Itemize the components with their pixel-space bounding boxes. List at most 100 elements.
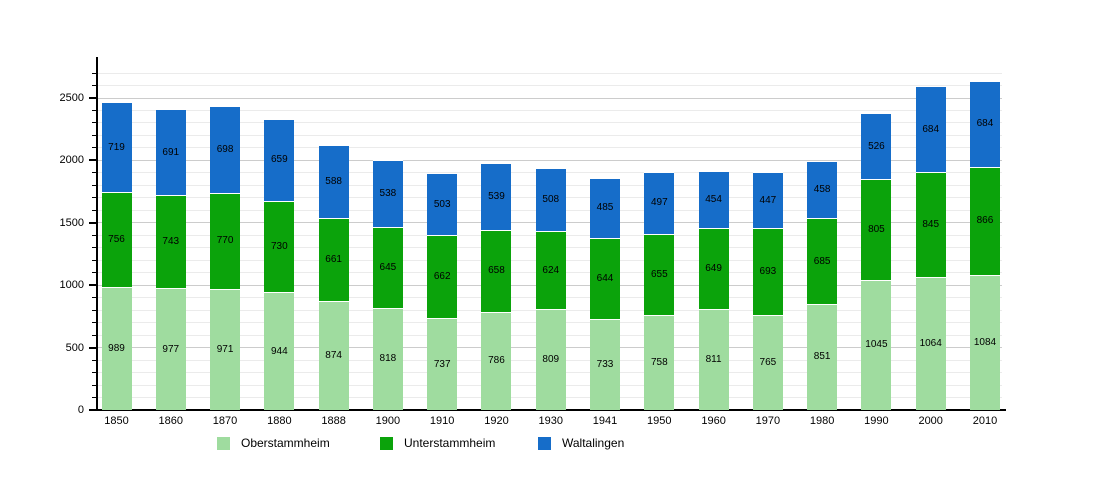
- segment-value-label: 508: [542, 193, 560, 205]
- bar-segment-oberstammheim-1920: 786: [481, 311, 512, 410]
- y-minor-tick: [92, 147, 96, 149]
- bar-segment-waltalingen-1870: 698: [210, 105, 241, 193]
- y-minor-tick: [92, 397, 96, 399]
- bar-segment-oberstammheim-1870: 971: [210, 288, 241, 410]
- bar-segment-unterstammheim-1910: 662: [427, 235, 458, 318]
- y-minor-tick: [92, 209, 96, 211]
- y-axis-tick-label: 1000: [59, 279, 84, 292]
- x-axis-tick-label: 1970: [755, 415, 781, 427]
- bar-segment-unterstammheim-1930: 624: [535, 231, 566, 310]
- y-minor-tick: [92, 297, 96, 299]
- bar-segment-oberstammheim-1930: 809: [535, 309, 566, 410]
- y-axis-tick-label: 500: [65, 341, 84, 354]
- bar-segment-oberstammheim-2010: 1084: [969, 274, 1000, 410]
- bar-segment-oberstammheim-1900: 818: [372, 307, 403, 410]
- legend-item-unterstammheim: Unterstammheim: [380, 436, 495, 450]
- bar-segment-waltalingen-2010: 684: [969, 81, 1000, 167]
- x-axis-tick-label: 1860: [158, 415, 184, 427]
- bar-segment-waltalingen-1970: 447: [752, 172, 783, 229]
- y-major-tick: [89, 97, 96, 99]
- bar-segment-unterstammheim-1880: 730: [264, 201, 295, 293]
- segment-value-label: 684: [976, 118, 994, 130]
- x-axis-tick-label: 1910: [429, 415, 455, 427]
- bar-segment-waltalingen-1888: 588: [318, 145, 349, 219]
- y-minor-tick: [92, 372, 96, 374]
- y-major-tick: [89, 159, 96, 162]
- bar-segment-waltalingen-1950: 497: [644, 171, 675, 234]
- x-axis-line: [96, 409, 1006, 411]
- x-axis-tick-label: 1990: [864, 415, 889, 427]
- segment-value-label: 503: [433, 198, 451, 210]
- segment-value-label: 662: [433, 271, 451, 283]
- segment-value-label: 684: [922, 123, 940, 135]
- segment-value-label: 685: [813, 255, 831, 267]
- segment-value-label: 658: [488, 265, 505, 277]
- x-axis-tick-label: 2000: [918, 415, 943, 427]
- bar-segment-oberstammheim-1888: 874: [318, 300, 349, 410]
- bar-segment-unterstammheim-1960: 649: [698, 227, 729, 309]
- bar-segment-oberstammheim-1850: 989: [101, 286, 132, 410]
- y-minor-tick: [92, 72, 96, 74]
- y-minor-tick: [92, 197, 96, 199]
- legend-swatch-unterstammheim: [380, 436, 393, 450]
- y-minor-tick: [92, 272, 96, 274]
- bar-segment-waltalingen-1910: 503: [427, 172, 458, 236]
- x-axis-tick-label: 1980: [809, 415, 835, 427]
- y-major-tick: [89, 346, 96, 349]
- segment-value-label: 485: [596, 202, 614, 214]
- segment-value-label: 730: [270, 241, 288, 253]
- minor-gridline: [98, 85, 1002, 87]
- segment-value-label: 719: [108, 141, 125, 153]
- bar-segment-unterstammheim-2000: 845: [915, 171, 946, 278]
- segment-value-label: 693: [759, 265, 777, 277]
- segment-value-label: 644: [596, 272, 614, 284]
- segment-value-label: 758: [650, 357, 668, 369]
- x-axis-tick-label: 1888: [321, 415, 346, 427]
- bar-segment-oberstammheim-2000: 1064: [915, 277, 946, 410]
- bar-segment-unterstammheim-1980: 685: [807, 218, 838, 304]
- y-minor-tick: [92, 334, 96, 336]
- y-minor-tick: [92, 247, 96, 249]
- bar-segment-oberstammheim-1980: 851: [807, 303, 838, 410]
- minor-gridline: [98, 72, 1002, 74]
- segment-value-label: 756: [108, 233, 125, 245]
- segment-value-label: 971: [216, 343, 234, 355]
- segment-value-label: 786: [488, 355, 505, 367]
- segment-value-label: 526: [868, 140, 885, 152]
- segment-value-label: 661: [325, 254, 342, 266]
- legend-item-oberstammheim: Oberstammheim: [217, 436, 330, 450]
- y-axis-tick-label: 1500: [59, 216, 84, 229]
- segment-value-label: 845: [922, 218, 940, 230]
- segment-value-label: 538: [379, 188, 397, 200]
- segment-value-label: 539: [488, 190, 505, 202]
- bar-segment-unterstammheim-1888: 661: [318, 218, 349, 301]
- bar-segment-waltalingen-1990: 526: [861, 113, 892, 180]
- y-axis-tick-label: 2500: [59, 92, 84, 104]
- bar-segment-oberstammheim-1941: 733: [590, 318, 621, 410]
- y-minor-tick: [92, 259, 96, 261]
- bar-segment-unterstammheim-2010: 866: [969, 166, 1000, 275]
- bar-segment-waltalingen-1900: 538: [372, 160, 403, 228]
- y-minor-tick: [92, 184, 96, 186]
- y-axis-line: [96, 57, 98, 411]
- x-axis-tick-label: 1960: [701, 415, 726, 427]
- segment-value-label: 818: [379, 353, 397, 365]
- bar-segment-oberstammheim-1970: 765: [752, 314, 783, 410]
- x-axis-tick-label: 1870: [212, 415, 238, 427]
- y-major-tick: [89, 284, 96, 287]
- segment-value-label: 1084: [973, 336, 997, 348]
- bar-segment-unterstammheim-1870: 770: [210, 192, 241, 289]
- segment-value-label: 743: [162, 236, 180, 248]
- segment-value-label: 737: [433, 358, 451, 370]
- segment-value-label: 944: [270, 345, 288, 357]
- bar-segment-oberstammheim-1950: 758: [644, 315, 675, 410]
- bar-segment-waltalingen-1930: 508: [535, 167, 566, 232]
- bar-segment-unterstammheim-1860: 743: [155, 195, 186, 289]
- legend-item-waltalingen: Waltalingen: [538, 436, 624, 450]
- segment-value-label: 866: [976, 215, 994, 227]
- segment-value-label: 454: [705, 193, 722, 205]
- segment-value-label: 733: [596, 358, 614, 370]
- bar-segment-oberstammheim-1880: 944: [264, 292, 295, 410]
- x-axis-tick-label: 1941: [592, 415, 618, 427]
